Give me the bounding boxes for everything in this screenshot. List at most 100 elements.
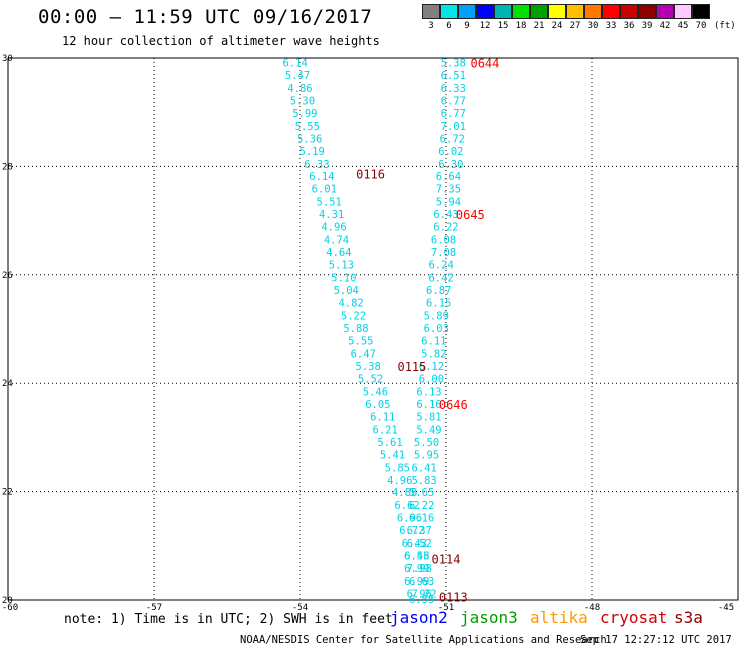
wave-height-point: 6.21 bbox=[373, 424, 398, 436]
legend-tick-label: 30 bbox=[587, 21, 599, 31]
wave-height-point: 5.38 bbox=[355, 361, 380, 373]
wave-height-point: 5.83 bbox=[411, 475, 436, 487]
wave-height-point: 6.24 bbox=[428, 260, 453, 272]
wave-height-point: 6.00 bbox=[419, 373, 444, 385]
wave-height-point: 6.72 bbox=[440, 133, 465, 145]
wave-height-point: 4.88 bbox=[392, 487, 417, 499]
legend-swatch bbox=[584, 4, 602, 19]
pass-time-label: 0116 bbox=[356, 168, 385, 182]
legend-tick-label: 45 bbox=[677, 21, 689, 31]
satellite-cryosat-label: cryosat bbox=[600, 608, 668, 627]
wave-height-point: 5.88 bbox=[343, 323, 368, 335]
wave-height-point: 5.55 bbox=[295, 121, 320, 133]
wave-height-point: 6.16 bbox=[416, 399, 441, 411]
legend-swatch bbox=[638, 4, 656, 19]
x-tick-label: -48 bbox=[584, 603, 600, 613]
wave-height-point: 6.13 bbox=[416, 386, 441, 398]
legend-tick-label: 39 bbox=[641, 21, 653, 31]
x-tick-label: -51 bbox=[438, 603, 454, 613]
legend-swatch bbox=[458, 4, 476, 19]
pass-time-label: 0115 bbox=[397, 360, 426, 374]
wave-height-point: 6.33 bbox=[441, 83, 466, 95]
wave-height-point: 6.15 bbox=[426, 298, 451, 310]
legend-swatch bbox=[566, 4, 584, 19]
wave-height-point: 5.99 bbox=[292, 108, 317, 120]
x-tick-label: -54 bbox=[292, 603, 308, 613]
legend-labels: 3 6 9 12 15 18 21 24 27 30 33 36 39 42 45 70 (ft) bbox=[422, 21, 735, 35]
wave-height-point: 5.30 bbox=[290, 95, 315, 107]
pass-time-label: 0113 bbox=[439, 590, 468, 604]
wave-height-point: 6.02 bbox=[438, 146, 463, 158]
wave-height-point: 6.63 bbox=[409, 576, 434, 588]
wave-height-point: 5.94 bbox=[436, 197, 461, 209]
wave-height-point: 5.04 bbox=[334, 285, 359, 297]
legend-tick-label: 36 bbox=[623, 21, 635, 31]
wave-height-point: 4.86 bbox=[287, 83, 312, 95]
satellite-jason2-label: jason2 bbox=[390, 608, 448, 627]
wave-height-point: 4.96 bbox=[321, 222, 346, 234]
wave-height-point: 6.62 bbox=[394, 500, 419, 512]
wave-height-point: 5.52 bbox=[358, 373, 383, 385]
y-tick-label: 26 bbox=[2, 271, 13, 281]
wave-height-point: 6.14 bbox=[309, 171, 334, 183]
wave-height-point: 7.22 bbox=[411, 589, 436, 601]
legend-tick-label: 70 bbox=[695, 21, 707, 31]
wave-height-point: 5.51 bbox=[317, 197, 342, 209]
wave-height-point: 7.35 bbox=[436, 184, 461, 196]
y-tick-label: 28 bbox=[2, 162, 13, 172]
legend-swatch bbox=[440, 4, 458, 19]
wave-height-point: 4.64 bbox=[326, 247, 351, 259]
wave-height-point: 5.22 bbox=[341, 311, 366, 323]
wave-height-point: 6.12 bbox=[419, 361, 444, 373]
legend-swatch bbox=[692, 4, 710, 19]
legend-swatch bbox=[530, 4, 548, 19]
wave-height-point: 5.55 bbox=[348, 335, 373, 347]
wave-height-point: 6.42 bbox=[428, 273, 453, 285]
wave-height-point: 7.08 bbox=[431, 247, 456, 259]
wave-height-point: 6.52 bbox=[407, 538, 432, 550]
y-tick-label: 20 bbox=[2, 596, 13, 606]
wave-height-point: 6.58 bbox=[404, 551, 429, 563]
legend-swatch bbox=[422, 4, 440, 19]
wave-height-point: 5.47 bbox=[285, 70, 310, 82]
wave-height-point: 6.72 bbox=[399, 525, 424, 537]
color-legend: 3 6 9 12 15 18 21 24 27 30 33 36 39 42 45 70 (ft) bbox=[422, 4, 736, 35]
legend-swatch bbox=[602, 4, 620, 19]
legend-swatches bbox=[422, 4, 710, 19]
wave-height-point: 6.43 bbox=[402, 538, 427, 550]
wave-height-point: 6.51 bbox=[441, 70, 466, 82]
chart-subtitle: 12 hour collection of altimeter wave hei… bbox=[62, 34, 380, 48]
wave-height-point: 7.01 bbox=[441, 121, 466, 133]
wave-height-point: 5.65 bbox=[409, 487, 434, 499]
wave-height-point: 6.99 bbox=[404, 576, 429, 588]
wave-height-point: 5.89 bbox=[424, 311, 449, 323]
legend-tick-label: 9 bbox=[464, 21, 470, 31]
legend-unit: (ft) bbox=[714, 21, 736, 31]
satellite-altika-label: altika bbox=[530, 608, 588, 627]
legend-tick-label: 27 bbox=[569, 21, 581, 31]
wave-height-point: 6.11 bbox=[370, 411, 395, 423]
wave-height-point: 6.33 bbox=[304, 159, 329, 171]
wave-height-point: 6.55 bbox=[409, 594, 434, 606]
chart-title: 00:00 – 11:59 UTC 09/16/2017 bbox=[38, 6, 373, 28]
wave-height-point: 5.81 bbox=[416, 411, 441, 423]
wave-height-point: 6.87 bbox=[426, 285, 451, 297]
wave-height-point: 6.47 bbox=[351, 348, 376, 360]
wave-height-point: 6.16 bbox=[409, 513, 434, 525]
wave-height-point: 6.45 bbox=[404, 551, 429, 563]
wave-height-point: 6.05 bbox=[365, 399, 390, 411]
wave-height-point: 6.03 bbox=[424, 323, 449, 335]
wave-height-point: 4.82 bbox=[338, 298, 363, 310]
wave-height-point: 5.38 bbox=[441, 57, 466, 69]
legend-tick-label: 42 bbox=[659, 21, 671, 31]
wave-height-point: 6.77 bbox=[441, 95, 466, 107]
wave-height-point: 5.19 bbox=[300, 146, 325, 158]
legend-swatch bbox=[656, 4, 674, 19]
wave-height-point: 5.85 bbox=[385, 462, 410, 474]
legend-swatch bbox=[674, 4, 692, 19]
wave-height-point: 5.36 bbox=[297, 133, 322, 145]
wave-height-point: 5.46 bbox=[363, 386, 388, 398]
satellite-jason3-label: jason3 bbox=[460, 608, 518, 627]
wave-height-point: 5.13 bbox=[329, 260, 354, 272]
wave-height-point: 6.08 bbox=[431, 235, 456, 247]
